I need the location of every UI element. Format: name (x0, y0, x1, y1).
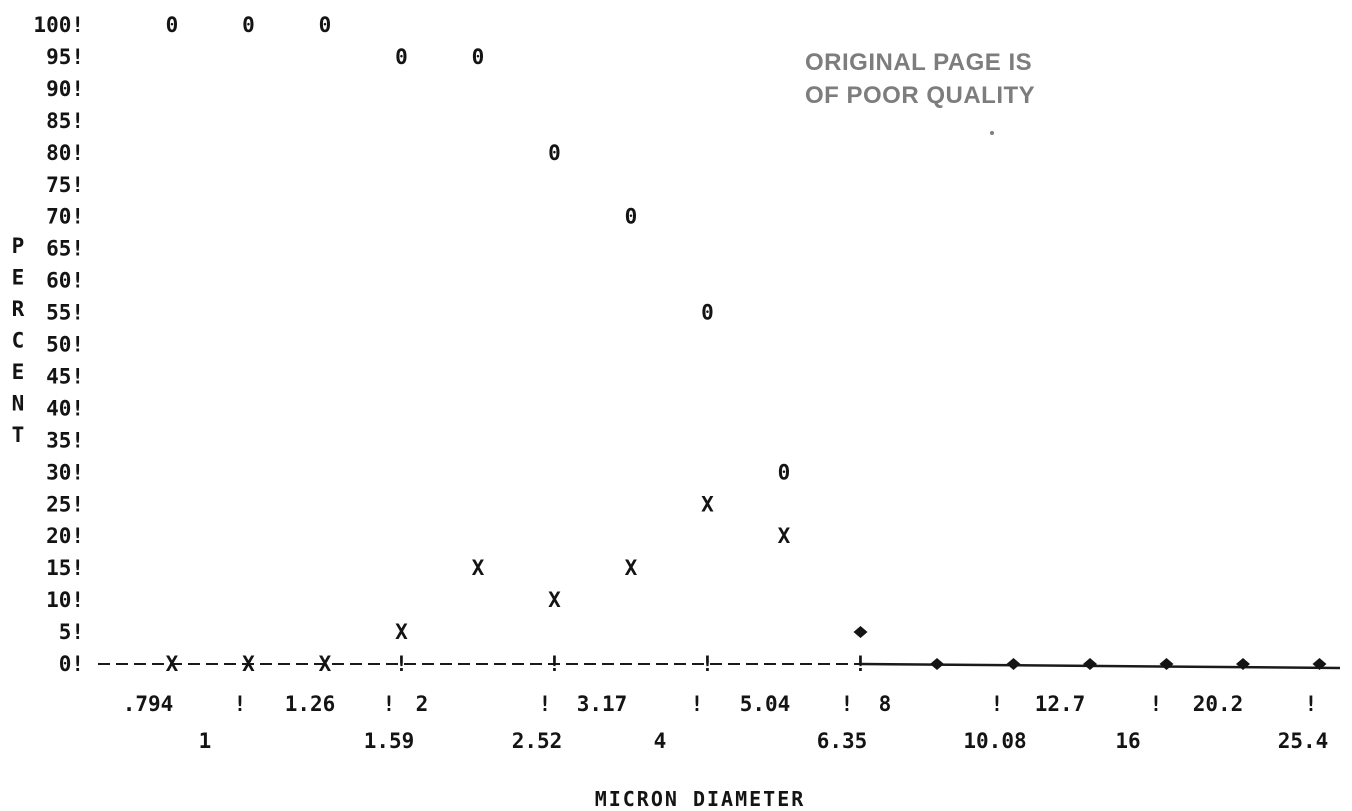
x-tick-label-row2: 1.59 (364, 729, 415, 753)
y-tick-label: 20! (46, 524, 84, 548)
x-tick-label-row1: ! (539, 692, 552, 716)
y-axis-ticks: 100! 95! 90! 85! 80! 75! 70! 65! 60! 55! 50! 45! 40!… (33, 13, 84, 676)
y-tick-label: 25! (46, 492, 84, 516)
x-marker: X (166, 652, 179, 676)
zero-marker: 0 (472, 45, 485, 69)
x-tick-label-row1: 1.26 (285, 692, 336, 716)
y-tick-label: 40! (46, 396, 84, 420)
x-marker: X (625, 556, 638, 580)
x-marker: X (242, 652, 255, 676)
zero-marker: 0 (242, 13, 255, 37)
x-tick-label-row1: ! (383, 692, 396, 716)
x-tick-label-row1: 8 (879, 692, 892, 716)
diamond-marker (1083, 658, 1097, 670)
y-tick-label: 75! (46, 173, 84, 197)
y-tick-label: 30! (46, 460, 84, 484)
y-tick-label: 95! (46, 45, 84, 69)
x-tick-label-row2: 2.52 (512, 729, 563, 753)
zero-marker: 0 (548, 141, 561, 165)
y-tick-label: 15! (46, 556, 84, 580)
x-tick-label-row2: 16 (1115, 729, 1140, 753)
x-axis-tick-mark: ! (395, 652, 408, 676)
zero-marker: 0 (319, 13, 332, 37)
x-axis-tick-mark: ! (548, 652, 561, 676)
diamond-marker (1159, 658, 1174, 670)
x-marker: X (319, 652, 332, 676)
x-tick-label-row1: 5.04 (740, 692, 791, 716)
y-tick-label: 100! (33, 13, 84, 37)
zero-marker: 0 (625, 205, 638, 229)
y-tick-label: 70! (46, 205, 84, 229)
data-markers: 0 0 0 0 0 0 0 0 0 X X X X X X X X X (166, 13, 1327, 676)
x-tick-label-row2: 10.08 (963, 729, 1026, 753)
y-tick-label: 85! (46, 109, 84, 133)
zero-marker: 0 (395, 45, 408, 69)
x-tick-label-row1: ! (991, 692, 1004, 716)
y-tick-label: 55! (46, 301, 84, 325)
x-marker: X (548, 588, 561, 612)
x-tick-label-row1: ! (1305, 692, 1318, 716)
zero-marker: 0 (701, 301, 714, 325)
x-tick-label-row1: 2 (416, 692, 429, 716)
x-tick-label-row2: 25.4 (1278, 729, 1329, 753)
y-label-letter: P (12, 234, 25, 258)
x-tick-label-row1: .794 (123, 692, 174, 716)
diamond-marker (853, 626, 868, 639)
x-tick-label-row1: ! (841, 692, 854, 716)
x-tick-label-row1: 3.17 (577, 692, 628, 716)
x-tick-label-row2: 6.35 (817, 729, 868, 753)
y-tick-label: 50! (46, 333, 84, 357)
y-label-letter: E (12, 266, 25, 290)
zero-marker: 0 (166, 13, 179, 37)
diamond-marker (1006, 658, 1021, 670)
x-axis-ticks: .794! 1.26! 2! 3.17! 5.04! 8! 12.7! 20.2 ! 1 1.59 2… (123, 692, 1329, 753)
y-tick-label: 90! (46, 77, 84, 101)
x-marker: X (701, 492, 714, 516)
diamond-marker (930, 658, 944, 670)
y-label-letter: R (12, 297, 25, 321)
x-marker: X (395, 620, 408, 644)
x-marker: X (472, 556, 485, 580)
y-label-letter: C (12, 329, 25, 353)
x-marker: X (778, 524, 791, 548)
y-tick-label: 35! (46, 428, 84, 452)
x-tick-label-row1: ! (234, 692, 247, 716)
stamp-dot (990, 131, 994, 135)
x-tick-label-row1: 20.2 (1193, 692, 1244, 716)
y-tick-label: 65! (46, 237, 84, 261)
x-tick-label-row2: 1 (199, 729, 212, 753)
y-tick-label: 80! (46, 141, 84, 165)
diamond-marker (1312, 658, 1327, 670)
x-tick-label-row1: ! (1150, 692, 1163, 716)
y-tick-label: 60! (46, 269, 84, 293)
x-axis-tick-mark: ! (854, 652, 867, 676)
stamp-line-1: ORIGINAL PAGE IS (805, 49, 1032, 76)
y-tick-label: 45! (46, 364, 84, 388)
y-label-letter: N (12, 392, 25, 416)
x-tick-label-row1: 12.7 (1035, 692, 1086, 716)
zero-marker: 0 (778, 460, 791, 484)
y-label-letter: T (12, 423, 25, 447)
diamond-marker (1236, 658, 1250, 670)
x-axis-line: !!!! (98, 652, 1341, 676)
x-tick-label-row1: ! (691, 692, 704, 716)
x-tick-label-row2: 4 (654, 729, 667, 753)
y-tick-label: 5! (59, 620, 84, 644)
stamp-line-2: OF POOR QUALITY (805, 82, 1035, 109)
y-tick-label: 0! (59, 652, 84, 676)
x-axis-tick-mark: ! (701, 652, 714, 676)
x-axis-label: MICRON DIAMETER (595, 787, 806, 811)
y-tick-label: 10! (46, 588, 84, 612)
y-label-letter: E (12, 360, 25, 384)
